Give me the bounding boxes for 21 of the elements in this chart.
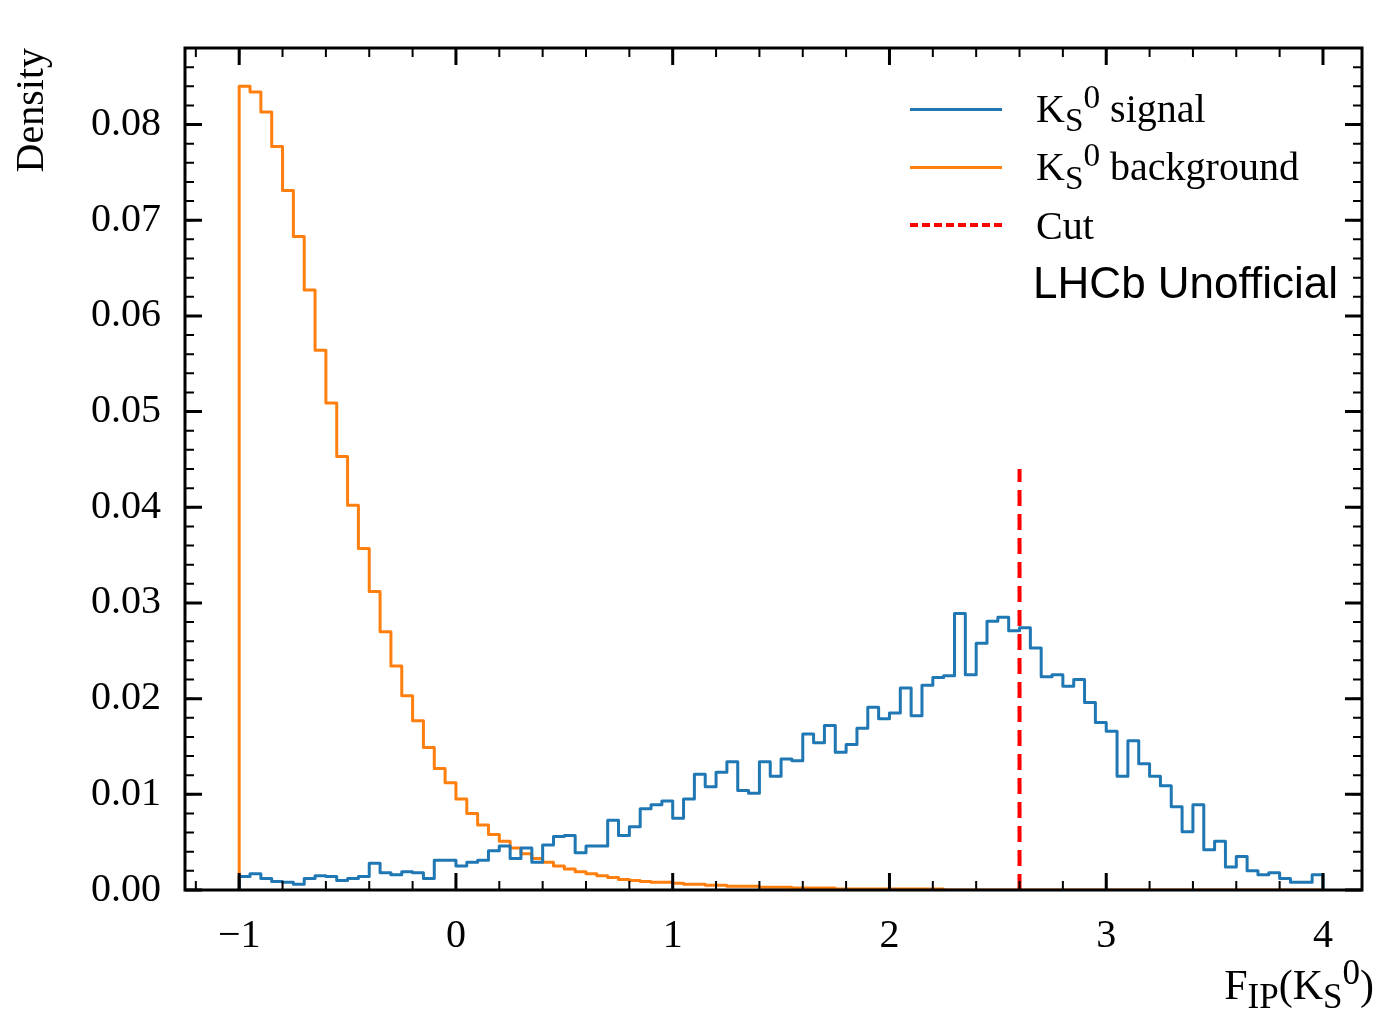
y-tick-label: 0.03	[91, 577, 161, 623]
y-tick-label: 0.06	[91, 290, 161, 336]
x-tick-label: 0	[445, 910, 466, 956]
annotation: LHCb Unofficial	[1033, 258, 1338, 308]
y-tick-label: 0.05	[91, 386, 161, 432]
legend-label: Cut	[1036, 201, 1094, 249]
y-tick-label: 0.02	[91, 673, 161, 719]
y-axis-title: Density	[6, 48, 52, 173]
x-tick-label: 4	[1312, 910, 1333, 956]
x-tick-label: 2	[879, 910, 900, 956]
y-tick-label: 0.07	[91, 194, 161, 240]
x-tick-label: 3	[1096, 910, 1117, 956]
y-tick-label: 0.04	[91, 481, 161, 527]
x-tick-label: −1	[217, 910, 261, 956]
y-tick-label: 0.01	[91, 768, 161, 814]
y-tick-label: 0.08	[91, 99, 161, 145]
legend-label: K$_{S}$$^{0}$ background	[1036, 136, 1299, 197]
y-tick-label: 0.00	[91, 864, 161, 910]
x-tick-label: 1	[662, 910, 683, 956]
legend-label: K$_{S}$$^{0}$ signal	[1036, 78, 1206, 139]
x-axis-title: F$_{IP}$(K$_{S}$$^{0}$)	[1224, 953, 1374, 1012]
